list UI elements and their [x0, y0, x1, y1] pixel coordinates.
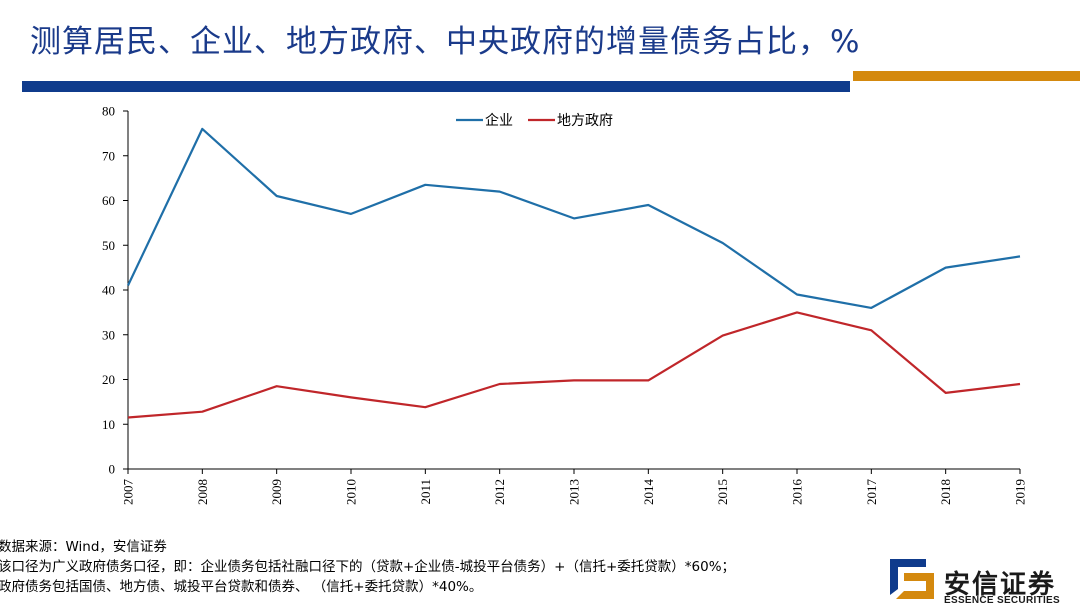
y-tick-label: 50	[102, 238, 115, 253]
x-tick-label: 2019	[1013, 479, 1028, 505]
y-tick-label: 60	[102, 193, 115, 208]
y-tick-label: 10	[102, 417, 115, 432]
series-line-local-government	[127, 311, 1021, 419]
y-tick-label: 70	[102, 148, 115, 163]
x-tick-label: 2013	[567, 479, 582, 505]
x-tick-label: 2011	[418, 479, 433, 505]
footnote-definition-1: 该口径为广义政府债务口径，即：企业债务包括社融口径下的（贷款+企业债-城投平台债…	[0, 559, 736, 575]
x-tick-label: 2012	[492, 479, 507, 505]
chart-series	[127, 127, 1021, 419]
page-title: 测算居民、企业、地方政府、中央政府的增量债务占比，%	[30, 24, 861, 60]
series-line-enterprise	[127, 127, 1021, 309]
company-logo: 安信证券 ESSENCE SECURITIES	[880, 555, 1080, 611]
footnote-definition-2: 政府债务包括国债、地方债、城投平台贷款和债券、 （信托+委托贷款）*40%。	[0, 579, 483, 595]
x-tick-label: 2018	[938, 479, 953, 505]
header-divider-orange	[853, 71, 1080, 81]
chart-axes: 0 10 20 30 40 50 60 70 80 2007 2008 2009 2010 2011 201…	[102, 104, 1028, 506]
x-tick-label: 2010	[344, 479, 359, 505]
x-tick-label: 2008	[195, 479, 210, 505]
y-tick-label: 80	[102, 104, 115, 119]
y-tick-label: 30	[102, 327, 115, 342]
y-tick-label: 20	[102, 372, 115, 387]
logo-text-cn: 安信证券	[944, 570, 1057, 600]
line-chart: 0 10 20 30 40 50 60 70 80 2007 2008 2009 2010 2011 201…	[102, 104, 1028, 506]
y-tick-label: 0	[109, 462, 116, 477]
logo-text-en: ESSENCE SECURITIES	[944, 595, 1060, 606]
footnotes: 数据来源：Wind，安信证券 该口径为广义政府债务口径，即：企业债务包括社融口径…	[0, 537, 735, 597]
x-tick-label: 2009	[269, 479, 284, 505]
x-tick-label: 2016	[790, 479, 805, 506]
y-tick-label: 40	[102, 283, 115, 298]
header-divider-blue	[22, 81, 850, 92]
logo-mark-icon	[890, 559, 934, 599]
x-tick-label: 2014	[641, 479, 656, 506]
x-tick-label: 2015	[715, 479, 730, 505]
x-tick-label: 2007	[121, 479, 136, 506]
x-tick-label: 2017	[864, 479, 879, 506]
footnote-source: 数据来源：Wind，安信证券	[0, 539, 167, 555]
chart-legend: 企业 地方政府	[456, 112, 613, 129]
legend-label-local-government: 地方政府	[557, 113, 613, 129]
legend-label-enterprise: 企业	[485, 112, 513, 129]
